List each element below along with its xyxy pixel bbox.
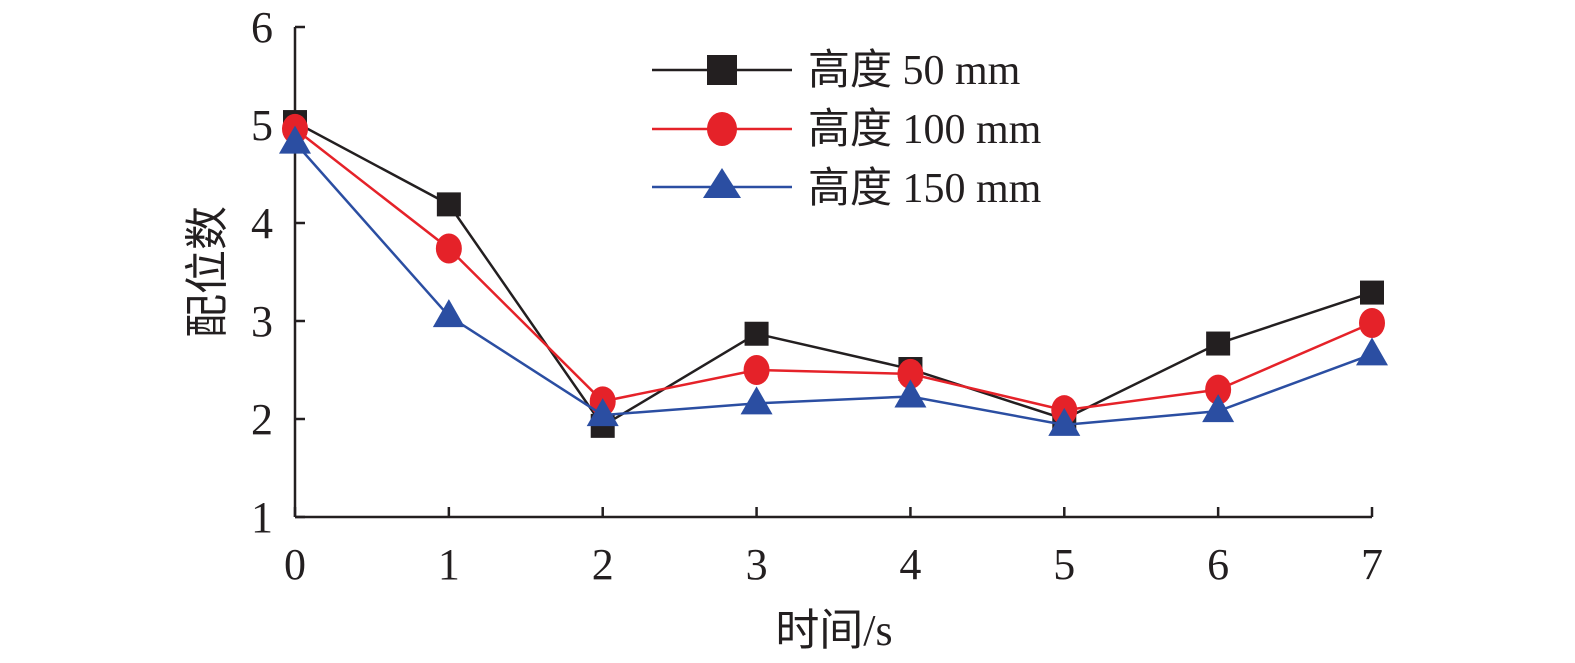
x-tick-label: 7 [1361, 540, 1383, 589]
data-point-circle [1205, 374, 1232, 405]
x-axis-title: 时间/s [775, 606, 892, 655]
x-tick-label: 2 [592, 540, 614, 589]
data-point-square [744, 321, 769, 346]
series-line [294, 120, 1373, 428]
legend-circle-marker [707, 112, 737, 146]
x-tick-label: 4 [899, 540, 921, 589]
data-point-triangle [1048, 407, 1081, 436]
legend-square-marker [707, 55, 737, 85]
legend-item-100mm: 高度 100 mm [652, 107, 1042, 153]
y-tick-label: 6 [251, 3, 273, 52]
data-point-square [436, 192, 461, 217]
x-tick-label: 6 [1207, 540, 1229, 589]
y-tick-label: 1 [251, 493, 273, 542]
series-triangle [279, 125, 1388, 436]
series-line [294, 127, 1373, 412]
legend-label-50mm: 高度 50 mm [808, 48, 1021, 94]
y-tick-label: 3 [251, 297, 273, 346]
y-ticks: 1 2 3 4 5 6 [251, 3, 305, 542]
y-tick-label: 5 [251, 101, 273, 150]
legend-item-50mm: 高度 50 mm [652, 48, 1021, 94]
series-circle [282, 113, 1385, 426]
data-point-circle [435, 233, 462, 264]
data-point-circle [1359, 307, 1385, 338]
data-point-square [1206, 331, 1231, 356]
data-point-triangle [279, 125, 311, 154]
x-tick-label: 3 [746, 540, 768, 589]
series-line [294, 141, 1373, 427]
data-point-triangle [894, 379, 927, 408]
data-point-triangle [1356, 337, 1388, 366]
legend-label-100mm: 高度 100 mm [808, 107, 1042, 153]
legend: 高度 50 mm 高度 100 mm 高度 150 mm [652, 48, 1042, 212]
legend-item-150mm: 高度 150 mm [652, 166, 1042, 212]
x-tick-label: 1 [438, 540, 460, 589]
y-tick-label: 2 [251, 395, 273, 444]
legend-label-150mm: 高度 150 mm [808, 166, 1042, 212]
data-point-triangle [586, 398, 619, 427]
y-tick-label: 4 [251, 199, 273, 248]
data-point-triangle [740, 386, 773, 415]
data-point-triangle [1202, 394, 1235, 423]
data-point-circle [743, 355, 770, 385]
x-tick-label: 0 [284, 540, 306, 589]
legend-triangle-marker [703, 168, 741, 198]
x-tick-label: 5 [1053, 540, 1075, 589]
series-layer [279, 110, 1388, 438]
x-ticks: 0 1 2 3 4 5 6 7 [284, 507, 1383, 589]
y-axis-title: 配位数 [183, 206, 232, 338]
data-point-triangle [432, 299, 465, 328]
data-point-circle [897, 358, 924, 389]
data-point-square [1360, 280, 1384, 305]
